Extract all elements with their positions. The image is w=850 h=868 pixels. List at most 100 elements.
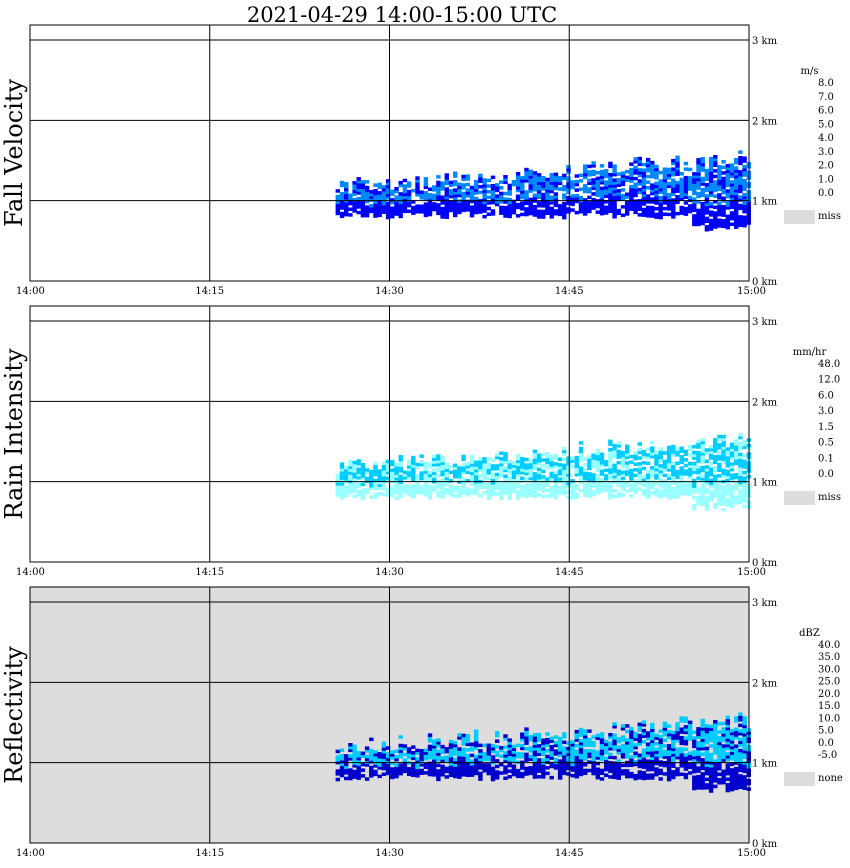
echo-cell [381,772,387,776]
echo-cell [515,194,521,198]
echo-cell [696,158,701,162]
echo-cell [620,749,626,753]
echo-cell [390,460,395,464]
echo-cell [398,209,403,213]
echo-cell [377,193,382,198]
echo-cell [738,215,743,219]
echo-cell [679,471,684,476]
echo-cell [398,477,403,481]
echo-cell [545,488,550,493]
echo-cell [549,181,554,185]
echo-cell [650,773,655,777]
echo-cell [721,733,726,737]
echo-cell [713,734,718,738]
echo-cell [738,718,743,722]
echo-cell [587,178,592,183]
echo-cell [620,772,626,776]
echo-cell [595,204,600,209]
echo-cell [486,771,491,776]
echo-cell [658,447,663,451]
echo-cell [641,190,647,195]
echo-cell [348,748,353,753]
echo-cell [708,444,714,449]
echo-cell [742,221,747,225]
echo-cell [721,752,726,757]
echo-cell [411,205,416,210]
echo-cell [708,165,714,169]
echo-cell [515,774,521,779]
echo-cell [453,466,458,470]
echo-cell [402,758,408,762]
echo-cell [645,748,651,752]
echo-cell [713,773,718,777]
echo-cell [700,202,705,206]
echo-cell [394,471,399,475]
echo-cell [553,456,559,460]
echo-cell [402,487,408,491]
echo-cell [587,729,592,733]
echo-cell [364,197,370,201]
echo-cell [687,195,693,200]
echo-cell [717,778,722,782]
echo-cell [591,459,596,463]
echo-cell [381,758,387,762]
echo-cell [448,484,454,489]
echo-cell [503,214,508,218]
echo-cell [612,186,617,191]
echo-cell [683,767,689,771]
echo-cell [352,469,357,473]
echo-cell [708,185,714,189]
echo-cell [541,486,546,490]
echo-cell [549,212,554,216]
echo-cell [666,167,672,172]
echo-cell [608,484,613,489]
echo-cell [465,182,470,187]
echo-cell [717,730,722,734]
echo-cell [495,745,500,749]
echo-cell [608,187,613,191]
echo-cell [742,755,747,759]
echo-cell [671,198,676,202]
echo-cell [608,459,613,463]
echo-cell [700,457,705,462]
echo-cell [708,786,714,790]
echo-cell [574,492,579,497]
echo-cell [683,775,689,780]
echo-cell [612,747,617,751]
panel-frame [29,586,750,844]
echo-cell [729,191,735,196]
echo-cell [344,494,349,498]
echo-cell [666,487,672,492]
echo-cell [595,775,600,780]
echo-cell [486,490,491,495]
echo-cell [683,463,689,468]
echo-cell [713,759,718,763]
echo-cell [666,445,672,450]
echo-cell [738,754,743,758]
echo-cell [427,473,433,478]
echo-cell [658,743,663,747]
echo-cell [679,460,684,465]
echo-cell [687,184,693,188]
echo-cell [595,460,600,464]
echo-cell [352,189,357,193]
echo-cell [352,197,357,202]
echo-cell [599,469,605,473]
echo-cell [398,735,403,739]
echo-cell [448,773,454,777]
echo-cell [734,475,739,480]
echo-cell [734,775,739,779]
echo-cell [566,490,571,494]
echo-cell [725,472,730,477]
echo-cell [541,772,546,776]
echo-cell [478,457,483,461]
echo-cell [583,763,588,767]
echo-cell [390,490,395,495]
echo-cell [629,727,634,731]
echo-cell [524,179,529,183]
echo-cell [360,213,366,218]
echo-cell [713,725,718,730]
echo-cell [574,196,579,201]
echo-cell [482,192,487,196]
echo-cell [574,749,579,753]
